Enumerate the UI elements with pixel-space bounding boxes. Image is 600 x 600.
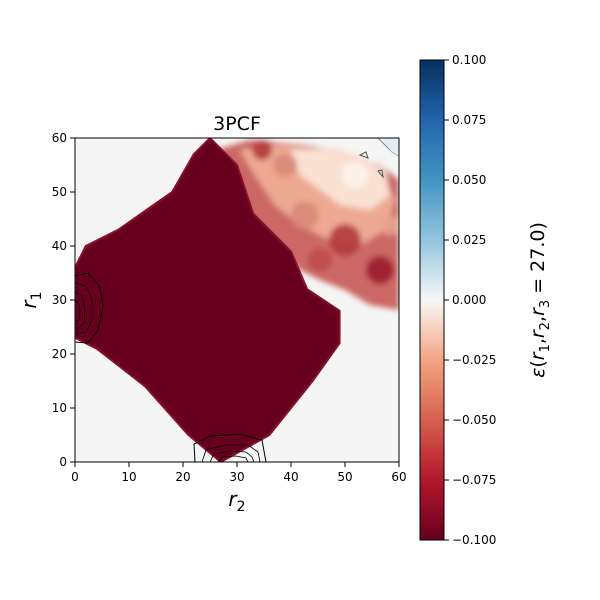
contour-left: [75, 272, 104, 344]
colorbar-label-sub3: 3: [538, 300, 553, 308]
x-axis-label-sub: 2: [237, 499, 246, 515]
x-axis-label-base: r: [228, 487, 238, 511]
noisy-spot-6: [308, 248, 332, 272]
contour-upper-right-1: [358, 151, 369, 159]
noisy-spot-7: [252, 140, 272, 160]
saturated-region: [75, 138, 341, 462]
colorbar-label-r3: r: [527, 307, 549, 316]
colorbar-label-open: (: [527, 360, 549, 367]
y-tick-label: 60: [52, 131, 67, 145]
colorbar-label-eq: = 27.0): [527, 222, 549, 300]
colorbar-label-sub2: 2: [538, 322, 553, 330]
y-axis-label: r1: [17, 291, 45, 308]
x-tick-label: 40: [283, 470, 298, 484]
plot-area: 0 10 20 30 40 50 60 0 10 20 30 40 50 60: [52, 131, 407, 484]
contour-left-inner-1: [75, 282, 93, 335]
colorbar-ticks: 0.100 0.075 0.050 0.025 0.000 −0.025 −0.050 −0.…: [444, 53, 496, 547]
x-tick-label: 0: [71, 470, 79, 484]
x-tick-label: 60: [391, 470, 406, 484]
colorbar: 0.100 0.075 0.050 0.025 0.000 −0.025 −0.050 −0.…: [419, 53, 553, 547]
x-tick-label: 50: [337, 470, 352, 484]
noisy-spot-2: [329, 224, 361, 256]
noisy-spot-8: [380, 215, 399, 235]
y-tick-label: 50: [52, 185, 67, 199]
chart-title: 3PCF: [213, 113, 261, 135]
x-tick-label: 20: [175, 470, 190, 484]
colorbar-label-r2: r: [527, 329, 549, 338]
x-axis-label: r2: [228, 487, 245, 515]
noisy-region-light: [290, 148, 390, 210]
noisy-spot-1: [291, 201, 319, 229]
y-tick-label: 30: [52, 293, 67, 307]
noisy-region: [215, 140, 399, 310]
contour-left-inner-2: [75, 291, 86, 329]
colorbar-label-comma2: ,: [527, 316, 549, 322]
colorbar-label-eps: ε: [527, 368, 549, 378]
x-axis-ticks: 0 10 20 30 40 50 60: [71, 462, 407, 484]
colorbar-tick-label: 0.050: [452, 173, 486, 187]
contour-bottom: [193, 433, 267, 462]
colorbar-tick-label: −0.075: [452, 473, 496, 487]
colorbar-tick-label: −0.025: [452, 353, 496, 367]
y-tick-label: 40: [52, 239, 67, 253]
y-axis-label-sub: 1: [29, 291, 45, 300]
colorbar-tick-label: 0.025: [452, 233, 486, 247]
colorbar-tick-label: 0.075: [452, 113, 486, 127]
contour-bottom-inner-3: [217, 455, 249, 462]
colorbar-tick-label: 0.000: [452, 293, 486, 307]
noisy-spot-5: [342, 162, 368, 188]
contour-left-inner-3: [75, 299, 81, 323]
y-tick-label: 10: [52, 401, 67, 415]
colorbar-tick-label: 0.100: [452, 53, 486, 67]
y-axis-label-base: r: [17, 299, 41, 309]
contours: [75, 138, 399, 462]
colorbar-label-sub1: 1: [538, 344, 553, 352]
colorbar-tick-label: −0.050: [452, 413, 496, 427]
contour-bottom-inner-2: [209, 450, 255, 462]
y-tick-label: 20: [52, 347, 67, 361]
y-tick-label: 0: [59, 455, 67, 469]
colorbar-label-comma1: ,: [527, 338, 549, 344]
colorbar-label-r: r: [527, 351, 549, 360]
noisy-spot-3: [366, 256, 394, 284]
x-tick-label: 10: [121, 470, 136, 484]
y-axis-ticks: 0 10 20 30 40 50 60: [52, 131, 75, 469]
corner-light-blue-patch: [380, 138, 399, 156]
contour-upper-right-2: [377, 169, 384, 179]
colorbar-gradient: [419, 59, 445, 541]
x-tick-label: 30: [229, 470, 244, 484]
colorbar-label: ε(r1,r2,r3 = 27.0): [527, 222, 553, 378]
contour-bottom-inner-1: [201, 444, 261, 462]
noisy-spot-4: [273, 153, 297, 177]
colorbar-tick-label: −0.100: [452, 533, 496, 547]
